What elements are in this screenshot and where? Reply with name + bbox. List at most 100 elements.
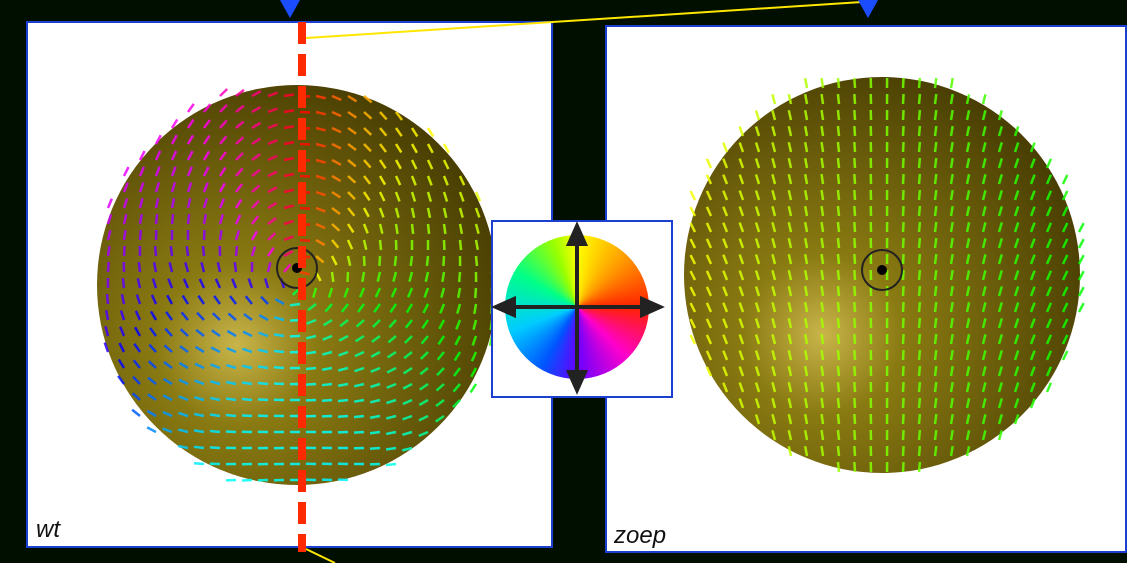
flow-arrow bbox=[312, 287, 318, 298]
flow-arrow bbox=[981, 110, 987, 121]
flow-arrow bbox=[917, 317, 922, 329]
flow-arrow bbox=[949, 77, 954, 89]
flow-arrow bbox=[1077, 270, 1085, 281]
flow-arrow bbox=[473, 303, 478, 315]
flow-arrow bbox=[853, 237, 857, 249]
flow-arrow bbox=[754, 270, 761, 281]
flow-arrow bbox=[438, 319, 446, 330]
flow-arrow bbox=[705, 318, 713, 329]
flow-arrow bbox=[981, 366, 987, 377]
flow-arrow bbox=[134, 310, 142, 321]
flow-arrow bbox=[997, 174, 1004, 185]
flow-arrow bbox=[689, 286, 697, 297]
flow-arrow bbox=[933, 237, 938, 249]
flow-arrow bbox=[251, 90, 262, 98]
flow-arrow bbox=[402, 414, 413, 421]
flow-arrow bbox=[166, 294, 174, 305]
flow-arrow bbox=[219, 103, 228, 113]
flow-arrow bbox=[234, 198, 243, 209]
flow-arrow bbox=[338, 366, 349, 372]
flow-arrow bbox=[933, 285, 938, 297]
flow-arrow bbox=[346, 223, 355, 234]
flow-arrow bbox=[1013, 174, 1020, 185]
flow-arrow bbox=[410, 223, 415, 235]
flow-arrow bbox=[1045, 238, 1053, 249]
flow-arrow bbox=[354, 366, 365, 373]
flow-arrow bbox=[322, 318, 333, 327]
flow-arrow bbox=[410, 143, 418, 154]
flow-arrow bbox=[853, 349, 857, 361]
flow-arrow bbox=[771, 430, 777, 441]
flow-arrow bbox=[771, 270, 777, 281]
flow-arrow bbox=[1077, 286, 1085, 297]
flow-arrow bbox=[1061, 334, 1069, 345]
flow-arrow bbox=[722, 174, 729, 185]
flow-arrow bbox=[225, 380, 237, 386]
flow-arrow bbox=[401, 446, 413, 452]
flow-arrow bbox=[853, 461, 857, 473]
flow-arrow bbox=[787, 125, 793, 137]
flow-arrow bbox=[787, 317, 793, 329]
flow-arrow bbox=[771, 142, 777, 153]
flow-arrow bbox=[315, 206, 326, 213]
flow-arrow bbox=[410, 191, 417, 202]
flow-arrow bbox=[949, 365, 954, 377]
flow-arrow bbox=[981, 414, 987, 425]
flow-arrow bbox=[738, 350, 745, 361]
flow-arrow bbox=[122, 182, 129, 193]
flow-arrow bbox=[214, 278, 222, 289]
flow-arrow bbox=[901, 365, 905, 377]
flow-arrow bbox=[689, 254, 697, 265]
flow-arrow bbox=[787, 157, 793, 169]
flow-arrow bbox=[186, 134, 195, 145]
flow-arrow bbox=[1013, 318, 1020, 329]
flow-arrow bbox=[138, 182, 145, 193]
flow-arrow bbox=[997, 206, 1004, 217]
flow-arrow bbox=[362, 191, 371, 202]
flow-arrow bbox=[901, 381, 905, 393]
flow-arrow bbox=[330, 271, 335, 283]
flow-arrow bbox=[324, 303, 333, 313]
flow-arrow bbox=[243, 313, 253, 322]
flow-arrow bbox=[803, 397, 809, 409]
flow-arrow bbox=[198, 278, 206, 289]
flow-arrow bbox=[378, 223, 384, 235]
flow-arrow bbox=[771, 318, 777, 329]
flow-arrow bbox=[154, 197, 160, 209]
flow-arrow bbox=[1045, 206, 1053, 217]
flow-arrow bbox=[165, 311, 174, 321]
flow-arrow bbox=[436, 351, 445, 361]
flow-arrow bbox=[933, 125, 938, 137]
flow-arrow bbox=[322, 334, 333, 341]
flow-arrow bbox=[370, 350, 381, 358]
flow-arrow bbox=[949, 381, 954, 393]
flow-arrow bbox=[453, 367, 462, 377]
flow-arrow bbox=[917, 461, 922, 473]
flow-arrow bbox=[949, 301, 954, 313]
flow-arrow bbox=[394, 127, 403, 137]
flow-arrow bbox=[369, 446, 381, 451]
flow-arrow bbox=[754, 382, 761, 393]
flow-arrow bbox=[305, 350, 317, 355]
flow-arrow bbox=[901, 445, 905, 457]
flow-arrow bbox=[836, 301, 841, 313]
flow-arrow bbox=[442, 223, 447, 235]
flow-arrow bbox=[289, 302, 301, 307]
flow-arrow bbox=[453, 351, 462, 362]
flow-arrow bbox=[337, 398, 349, 403]
flow-arrow bbox=[120, 293, 126, 305]
flow-arrow bbox=[202, 150, 211, 161]
flow-arrow bbox=[965, 333, 971, 345]
flow-arrow bbox=[803, 429, 809, 441]
flow-arrow bbox=[347, 126, 357, 135]
flow-arrow bbox=[689, 206, 697, 217]
pole-marker bbox=[861, 249, 903, 291]
flow-arrow bbox=[331, 207, 341, 216]
flow-arrow bbox=[997, 302, 1004, 313]
flow-arrow bbox=[363, 111, 373, 120]
flow-arrow bbox=[836, 269, 841, 281]
flow-arrow bbox=[901, 333, 905, 345]
flow-arrow bbox=[981, 382, 987, 393]
flow-arrow bbox=[933, 253, 938, 265]
flow-arrow bbox=[933, 221, 938, 233]
